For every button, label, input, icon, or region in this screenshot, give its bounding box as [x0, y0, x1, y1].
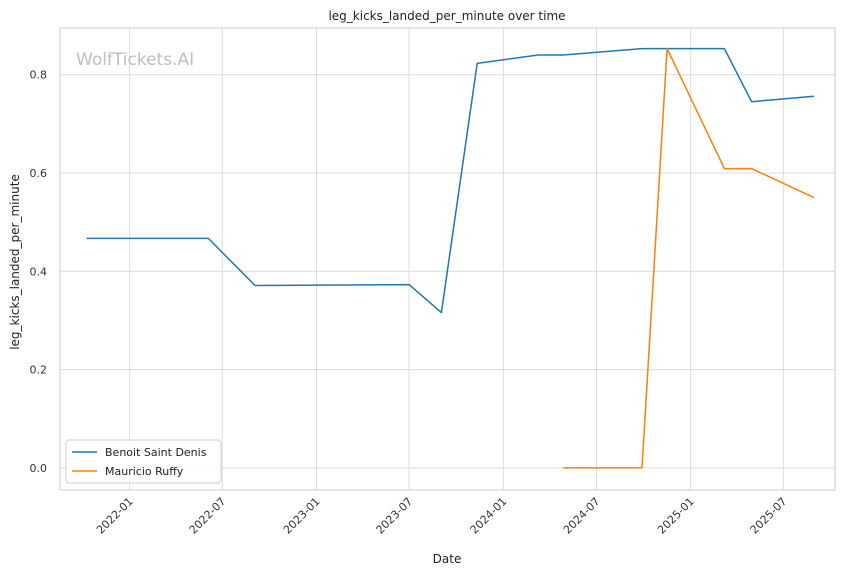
y-tick-label: 0.0 — [30, 462, 48, 475]
y-axis-ticks: 0.0 0.2 0.4 0.6 0.8 — [30, 69, 48, 475]
legend-box — [65, 439, 222, 484]
x-tick-label: 2024-07 — [561, 495, 603, 537]
x-axis-ticks: 2022-01 2022-07 2023-01 2023-07 2024-01 2024-… — [94, 495, 789, 537]
y-tick-label: 0.6 — [30, 167, 48, 180]
legend: Benoit Saint Denis Mauricio Ruffy — [65, 439, 222, 484]
series-lines — [86, 47, 815, 469]
grid — [60, 28, 835, 490]
x-tick-label: 2022-01 — [94, 495, 136, 537]
chart-title: leg_kicks_landed_per_minute over time — [328, 9, 565, 23]
x-tick-label: 2025-07 — [748, 495, 790, 537]
x-tick-label: 2023-07 — [374, 495, 416, 537]
x-tick-label: 2023-01 — [281, 495, 323, 537]
x-axis-label: Date — [433, 552, 462, 566]
series-line-benoit-saint-denis — [86, 47, 815, 314]
x-tick-label: 2022-07 — [187, 495, 229, 537]
legend-label-mauricio-ruffy: Mauricio Ruffy — [105, 465, 184, 478]
x-tick-label: 2024-01 — [468, 495, 510, 537]
y-tick-label: 0.4 — [30, 265, 48, 278]
watermark: WolfTickets.AI — [76, 50, 194, 70]
y-axis-label: leg_kicks_landed_per_minute — [8, 174, 22, 350]
legend-label-benoit-saint-denis: Benoit Saint Denis — [105, 446, 207, 459]
y-tick-label: 0.2 — [30, 364, 48, 377]
series-line-mauricio-ruffy — [563, 47, 815, 469]
x-tick-label: 2025-01 — [655, 495, 697, 537]
plot-area-frame — [59, 27, 836, 491]
y-tick-label: 0.8 — [30, 69, 48, 82]
